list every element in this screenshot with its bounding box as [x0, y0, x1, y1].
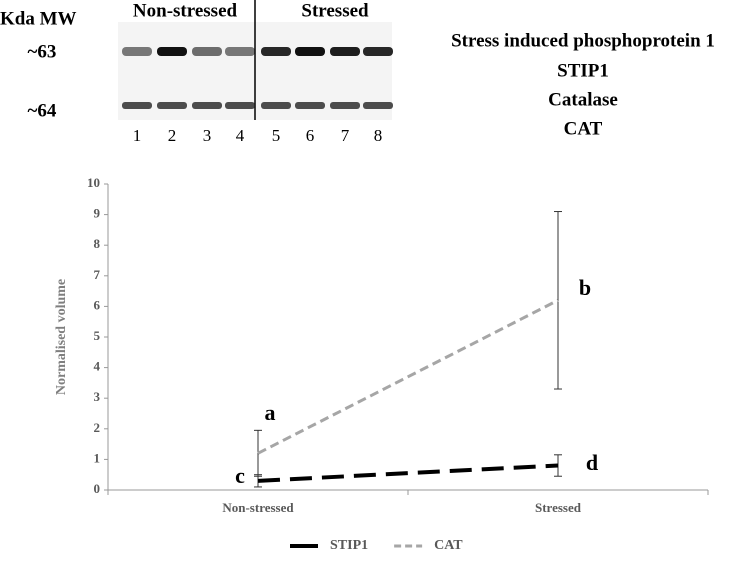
x-tick-label: Non-stressed — [222, 500, 294, 515]
lane-label: 1 — [133, 126, 142, 145]
y-axis-label: Normalised volume — [54, 279, 69, 395]
lane-label: 4 — [236, 126, 245, 145]
annotation: b — [579, 275, 591, 300]
series-line — [257, 298, 559, 455]
y-tick-label: 4 — [94, 359, 101, 374]
band — [122, 47, 152, 56]
lane-label: 2 — [168, 126, 177, 145]
band — [330, 102, 360, 109]
y-tick-label: 6 — [94, 297, 101, 312]
y-tick-label: 9 — [94, 206, 101, 221]
y-tick-label: 7 — [94, 267, 101, 282]
band — [295, 102, 325, 109]
y-tick-label: 2 — [94, 420, 101, 435]
band — [192, 47, 222, 56]
y-tick-label: 1 — [94, 450, 101, 465]
y-tick-label: 5 — [94, 328, 101, 343]
protein-symbol: STIP1 — [557, 60, 609, 81]
x-tick-label: Stressed — [535, 500, 582, 515]
y-tick-label: 10 — [87, 175, 100, 190]
band — [295, 47, 325, 56]
band — [363, 47, 393, 56]
band — [363, 102, 393, 109]
lane-label: 7 — [341, 126, 350, 145]
mw-header: Kda MW — [0, 8, 77, 29]
annotation: d — [586, 450, 598, 475]
y-tick-label: 0 — [94, 481, 101, 496]
band — [157, 47, 187, 56]
band — [330, 47, 360, 56]
band — [225, 47, 255, 56]
band — [192, 102, 222, 109]
annotation: a — [265, 400, 276, 425]
group-label: Non-stressed — [133, 0, 238, 21]
protein-name: Stress induced phosphoprotein 1 — [451, 30, 715, 51]
legend-label: STIP1 — [330, 538, 368, 553]
band — [122, 102, 152, 109]
protein-name: Catalase — [548, 89, 618, 110]
series-line — [257, 463, 559, 483]
lane-label: 5 — [272, 126, 281, 145]
band — [261, 102, 291, 109]
lane-label: 6 — [306, 126, 315, 145]
annotation: c — [235, 463, 245, 488]
mw-label: ~63 — [28, 41, 57, 62]
band — [225, 102, 255, 109]
y-tick-label: 3 — [94, 389, 101, 404]
band — [261, 47, 291, 56]
protein-symbol: CAT — [564, 118, 603, 139]
band — [157, 102, 187, 109]
legend-label: CAT — [434, 538, 463, 553]
group-label: Stressed — [301, 0, 369, 21]
lane-label: 3 — [203, 126, 212, 145]
y-tick-label: 8 — [94, 236, 101, 251]
lane-label: 8 — [374, 126, 383, 145]
mw-label: ~64 — [28, 100, 57, 121]
